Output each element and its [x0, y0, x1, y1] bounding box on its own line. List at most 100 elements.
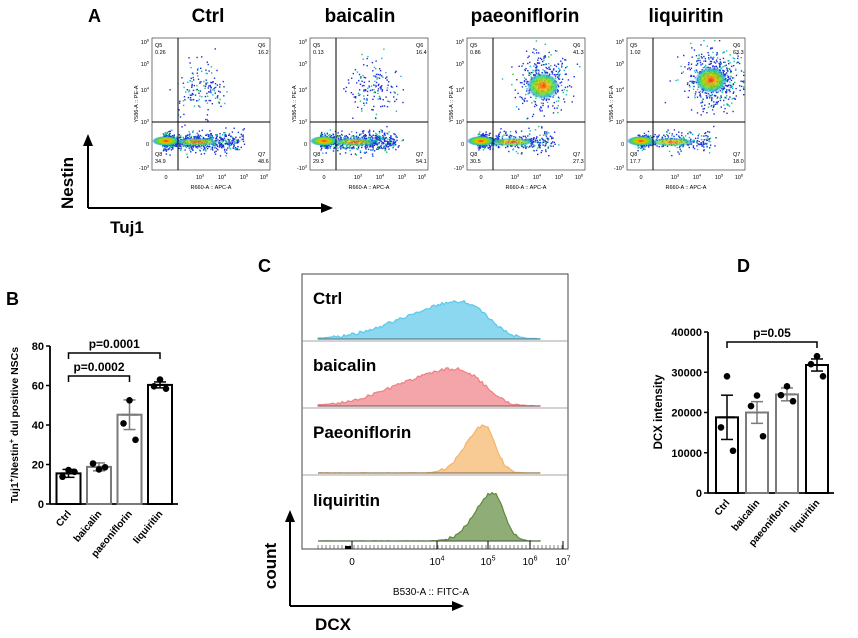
event-dot	[211, 82, 213, 84]
event-dot	[729, 78, 731, 80]
event-dot	[238, 148, 241, 151]
event-dot	[562, 57, 564, 60]
event-dot	[214, 151, 216, 153]
event-dot	[358, 73, 361, 76]
x-tick-label: 106	[735, 174, 743, 181]
event-dot	[698, 143, 700, 146]
event-dot	[534, 105, 536, 108]
event-dot	[705, 95, 708, 97]
event-dot	[389, 91, 392, 94]
y-tick-label: 20000	[671, 408, 702, 420]
event-dot	[701, 100, 703, 102]
event-dot	[172, 147, 174, 149]
event-dot	[381, 131, 383, 133]
event-dot	[357, 146, 360, 148]
event-dot	[700, 135, 703, 137]
event-dot	[548, 98, 550, 101]
event-dot	[199, 106, 201, 108]
plot-x-label: R660-A :: APC-A	[191, 185, 232, 191]
event-dot	[693, 141, 695, 143]
event-dot	[193, 84, 195, 87]
event-dot	[496, 138, 498, 140]
tuj1-axis-label: Tuj1	[110, 218, 144, 237]
event-dot	[402, 101, 404, 104]
event-dot	[395, 110, 398, 112]
event-dot	[735, 95, 737, 97]
data-point	[729, 447, 737, 455]
event-dot	[714, 103, 717, 105]
event-dot	[536, 69, 538, 71]
event-dot	[542, 102, 544, 105]
event-dot	[545, 135, 548, 137]
event-dot	[539, 108, 541, 110]
event-dot	[538, 62, 541, 64]
event-dot	[190, 77, 192, 80]
event-dot	[564, 86, 567, 89]
event-dot	[182, 100, 185, 102]
event-dot	[195, 135, 197, 138]
event-dot	[486, 145, 488, 147]
event-dot	[548, 51, 550, 54]
event-dot	[189, 133, 191, 135]
event-dot	[226, 141, 228, 143]
event-dot	[722, 65, 724, 68]
event-dot	[193, 105, 196, 107]
event-dot	[196, 72, 198, 74]
x-tick-label: 103	[671, 174, 679, 181]
y-tick-label: 106	[616, 39, 624, 46]
event-dot	[363, 90, 365, 92]
event-dot	[640, 147, 642, 149]
event-dot	[371, 108, 373, 111]
event-dot	[396, 85, 398, 88]
quadrant-value: 16.4	[416, 50, 427, 56]
event-dot	[390, 136, 392, 138]
event-dot	[378, 147, 380, 149]
event-dot	[701, 63, 704, 65]
event-dot	[645, 145, 647, 148]
event-dot	[220, 105, 222, 108]
event-dot	[368, 80, 370, 83]
event-dot	[228, 132, 231, 135]
event-dot	[215, 136, 218, 138]
event-dot	[209, 137, 212, 139]
event-dot	[556, 50, 558, 52]
event-dot	[521, 145, 523, 147]
x-tick-label: 104	[218, 174, 227, 181]
event-dot	[729, 81, 731, 83]
event-dot	[384, 145, 386, 147]
event-dot	[400, 75, 402, 78]
event-dot	[231, 131, 234, 133]
event-dot	[697, 57, 699, 60]
event-dot	[695, 64, 697, 66]
event-dot	[681, 132, 683, 134]
event-dot	[354, 153, 357, 155]
event-dot	[371, 153, 374, 155]
y-tick-label: 40000	[671, 327, 702, 339]
x-tick-label: 103	[354, 174, 362, 181]
event-dot	[554, 75, 557, 77]
event-dot	[520, 136, 522, 139]
event-dot	[540, 106, 542, 108]
event-dot	[234, 140, 236, 143]
event-dot	[211, 136, 213, 138]
event-dot	[197, 67, 199, 70]
event-dot	[679, 148, 681, 150]
event-dot	[224, 102, 226, 105]
event-dot	[719, 99, 722, 102]
event-dot	[338, 144, 340, 146]
event-dot	[518, 65, 520, 67]
event-dot	[378, 95, 381, 98]
event-dot	[210, 133, 213, 135]
event-dot	[347, 147, 349, 149]
event-dot	[713, 113, 715, 115]
event-dot	[547, 106, 549, 109]
density-hotspot	[310, 136, 338, 146]
event-dot	[716, 96, 719, 98]
event-dot	[548, 66, 550, 68]
event-dot	[229, 148, 231, 150]
y-tick-label: 105	[616, 61, 624, 68]
event-dot	[715, 65, 717, 67]
event-dot	[485, 133, 487, 136]
event-dot	[395, 135, 397, 137]
event-dot	[224, 148, 226, 151]
